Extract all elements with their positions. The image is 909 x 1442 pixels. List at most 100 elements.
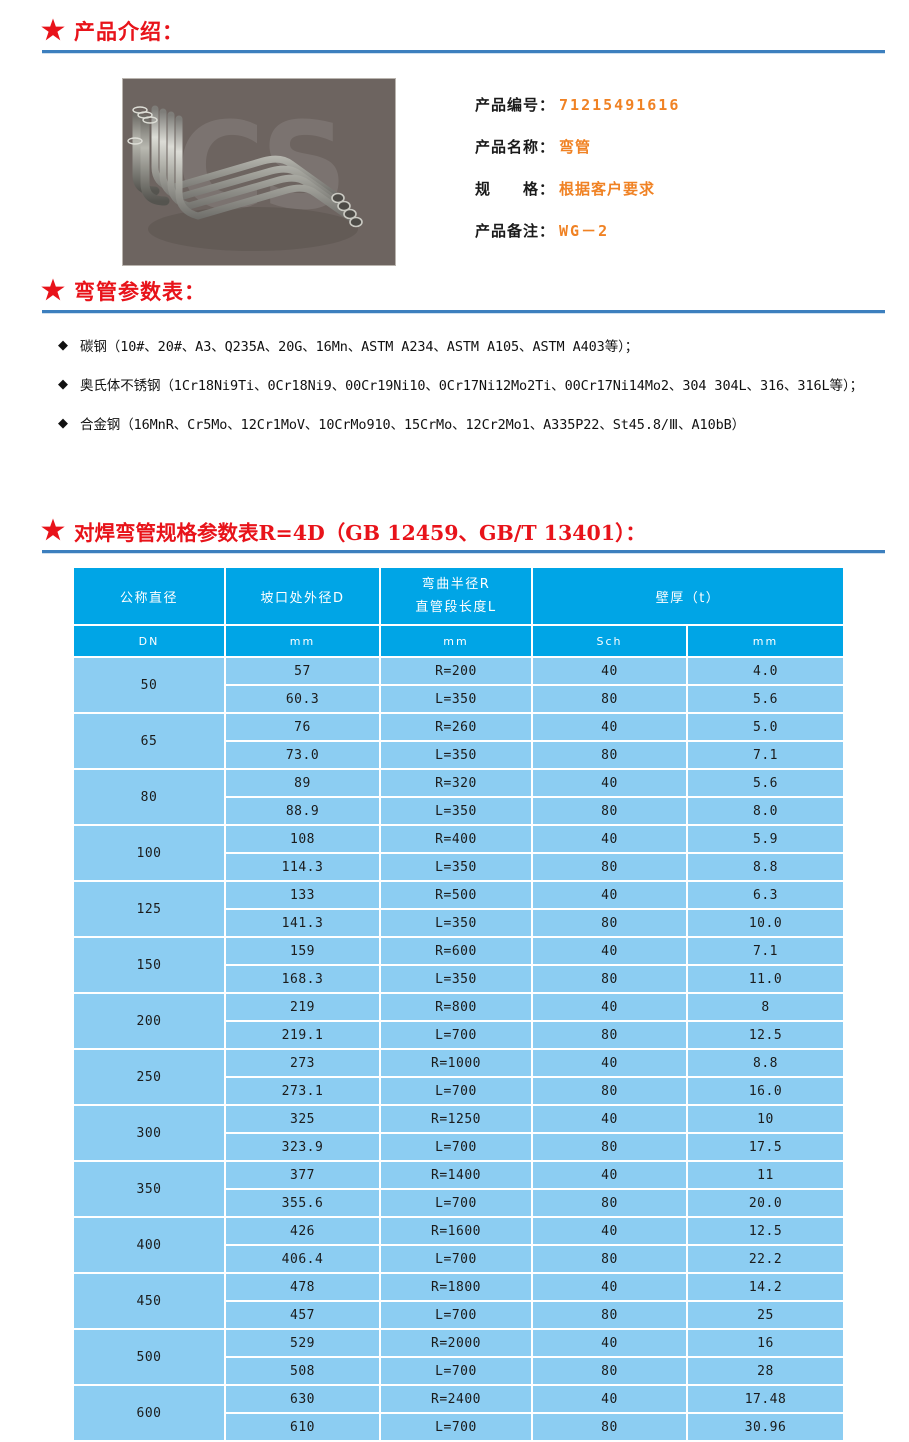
table-body: 50 57 R=200 40 4.0 60.3 L=350 80 5.6 65 76 R=260 40 5… bbox=[74, 658, 844, 1440]
cell-straight-length: L=350 bbox=[381, 686, 531, 712]
cell-nominal-diameter: 50 bbox=[74, 658, 224, 712]
cell-outside-diameter: 323.9 bbox=[226, 1134, 379, 1160]
cell-wall-thickness: 22.2 bbox=[688, 1246, 844, 1272]
cell-outside-diameter: 630 bbox=[226, 1386, 379, 1412]
cell-wall-thickness: 8.0 bbox=[688, 798, 844, 824]
cell-sch: 40 bbox=[533, 938, 686, 964]
diamond-bullet-icon: ◆ bbox=[58, 415, 68, 430]
cell-wall-thickness: 6.3 bbox=[688, 882, 844, 908]
table-row: 100 108 R=400 40 5.9 bbox=[74, 826, 844, 880]
cell-wall-thickness: 16.0 bbox=[688, 1078, 844, 1104]
table-row: 60.3 L=350 80 5.6 bbox=[74, 686, 844, 712]
list-item: ◆ 奥氏体不锈钢（1Cr18Ni9Ti、0Cr18Ni9、00Cr19Ni10、… bbox=[0, 371, 909, 402]
section-butt-weld-elbow-spec: 对焊弯管规格参数表R=4D（GB 12459、GB/T 13401）： bbox=[0, 512, 909, 554]
cell-bend-radius: R=200 bbox=[381, 658, 531, 684]
spec-value: 弯管 bbox=[559, 138, 592, 156]
cell-wall-thickness: 5.6 bbox=[688, 686, 844, 712]
cell-sch: 80 bbox=[533, 1414, 686, 1440]
table-row: 125 133 R=500 40 6.3 bbox=[74, 882, 844, 936]
cell-outside-diameter: 168.3 bbox=[226, 966, 379, 992]
cell-straight-length: L=350 bbox=[381, 742, 531, 768]
cell-sch: 80 bbox=[533, 1022, 686, 1048]
cell-outside-diameter: 159 bbox=[226, 938, 379, 964]
table-header-row-units: DN mm mm Sch mm bbox=[74, 626, 844, 656]
cell-outside-diameter: 273 bbox=[226, 1050, 379, 1076]
section-divider bbox=[42, 50, 885, 54]
cell-wall-thickness: 10 bbox=[688, 1106, 844, 1132]
product-photo: CS bbox=[122, 78, 396, 266]
cell-straight-length: L=350 bbox=[381, 966, 531, 992]
cell-sch: 80 bbox=[533, 798, 686, 824]
cell-bend-radius: R=320 bbox=[381, 770, 531, 796]
column-header-radius-length: 弯曲半径R 直管段长度L bbox=[381, 568, 531, 624]
cell-outside-diameter: 426 bbox=[226, 1218, 379, 1244]
spec-label: 产品编号： bbox=[475, 96, 556, 114]
section-title-text: 产品介绍： bbox=[74, 19, 184, 44]
cell-straight-length: L=700 bbox=[381, 1302, 531, 1328]
list-item: ◆ 碳钢（10#、20#、A3、Q235A、20G、16Mn、ASTM A234… bbox=[0, 332, 909, 363]
cell-sch: 40 bbox=[533, 1218, 686, 1244]
cell-sch: 80 bbox=[533, 742, 686, 768]
spec-field-remark: 产品备注： WG－2 bbox=[475, 210, 895, 252]
cell-bend-radius: R=1800 bbox=[381, 1274, 531, 1300]
unit-header-mm-t: mm bbox=[688, 626, 844, 656]
star-icon bbox=[41, 518, 65, 541]
spec-field-code: 产品编号： 71215491616 bbox=[475, 84, 895, 126]
cell-sch: 40 bbox=[533, 1050, 686, 1076]
table-row: 273.1 L=700 80 16.0 bbox=[74, 1078, 844, 1104]
product-intro-body: CS bbox=[0, 78, 909, 268]
cell-wall-thickness: 5.9 bbox=[688, 826, 844, 852]
table-row: 80 89 R=320 40 5.6 bbox=[74, 770, 844, 824]
cell-sch: 80 bbox=[533, 966, 686, 992]
cell-bend-radius: R=800 bbox=[381, 994, 531, 1020]
cell-straight-length: L=700 bbox=[381, 1246, 531, 1272]
cell-bend-radius: R=1250 bbox=[381, 1106, 531, 1132]
cell-wall-thickness: 25 bbox=[688, 1302, 844, 1328]
cell-sch: 40 bbox=[533, 770, 686, 796]
section-divider bbox=[42, 550, 885, 554]
cell-straight-length: L=700 bbox=[381, 1190, 531, 1216]
cell-bend-radius: R=1400 bbox=[381, 1162, 531, 1188]
cell-wall-thickness: 10.0 bbox=[688, 910, 844, 936]
cell-straight-length: L=700 bbox=[381, 1134, 531, 1160]
cell-nominal-diameter: 600 bbox=[74, 1386, 224, 1440]
material-bullet-list: ◆ 碳钢（10#、20#、A3、Q235A、20G、16Mn、ASTM A234… bbox=[0, 332, 909, 449]
section-header-product-intro: 产品介绍： bbox=[0, 12, 909, 50]
column-header-nominal-diameter: 公称直径 bbox=[74, 568, 224, 624]
cell-sch: 40 bbox=[533, 994, 686, 1020]
table-row: 65 76 R=260 40 5.0 bbox=[74, 714, 844, 768]
cell-nominal-diameter: 450 bbox=[74, 1274, 224, 1328]
list-item: ◆ 合金钢（16MnR、Cr5Mo、12Cr1MoV、10CrMo910、15C… bbox=[0, 410, 909, 441]
spec-label: 产品名称： bbox=[475, 138, 556, 156]
cell-straight-length: L=700 bbox=[381, 1078, 531, 1104]
spec-value: 根据客户要求 bbox=[559, 180, 656, 198]
cell-bend-radius: R=1000 bbox=[381, 1050, 531, 1076]
list-item-text: 奥氏体不锈钢（1Cr18Ni9Ti、0Cr18Ni9、00Cr19Ni10、0C… bbox=[80, 378, 863, 394]
cell-sch: 80 bbox=[533, 910, 686, 936]
table-row: 300 325 R=1250 40 10 bbox=[74, 1106, 844, 1160]
cell-straight-length: L=350 bbox=[381, 854, 531, 880]
cell-bend-radius: R=2400 bbox=[381, 1386, 531, 1412]
cell-nominal-diameter: 150 bbox=[74, 938, 224, 992]
cell-sch: 80 bbox=[533, 1358, 686, 1384]
diamond-bullet-icon: ◆ bbox=[58, 376, 68, 391]
cell-sch: 40 bbox=[533, 714, 686, 740]
unit-header-mm-rl: mm bbox=[381, 626, 531, 656]
table-header: 公称直径 坡口处外径D 弯曲半径R 直管段长度L 壁厚（t） DN mm mm … bbox=[74, 568, 844, 656]
spec-label: 产品备注： bbox=[475, 222, 556, 240]
cell-nominal-diameter: 100 bbox=[74, 826, 224, 880]
section-header-butt-weld-elbow-spec: 对焊弯管规格参数表R=4D（GB 12459、GB/T 13401）： bbox=[0, 512, 909, 550]
cell-outside-diameter: 406.4 bbox=[226, 1246, 379, 1272]
cell-bend-radius: R=260 bbox=[381, 714, 531, 740]
table-row: 50 57 R=200 40 4.0 bbox=[74, 658, 844, 712]
cell-sch: 40 bbox=[533, 1162, 686, 1188]
cell-sch: 80 bbox=[533, 1134, 686, 1160]
cell-sch: 40 bbox=[533, 658, 686, 684]
spec-value: WG－2 bbox=[559, 222, 610, 240]
section-pipe-parameters: 弯管参数表： bbox=[0, 272, 909, 314]
cell-outside-diameter: 88.9 bbox=[226, 798, 379, 824]
cell-sch: 40 bbox=[533, 882, 686, 908]
cell-wall-thickness: 12.5 bbox=[688, 1022, 844, 1048]
cell-outside-diameter: 219.1 bbox=[226, 1022, 379, 1048]
cell-sch: 80 bbox=[533, 1078, 686, 1104]
